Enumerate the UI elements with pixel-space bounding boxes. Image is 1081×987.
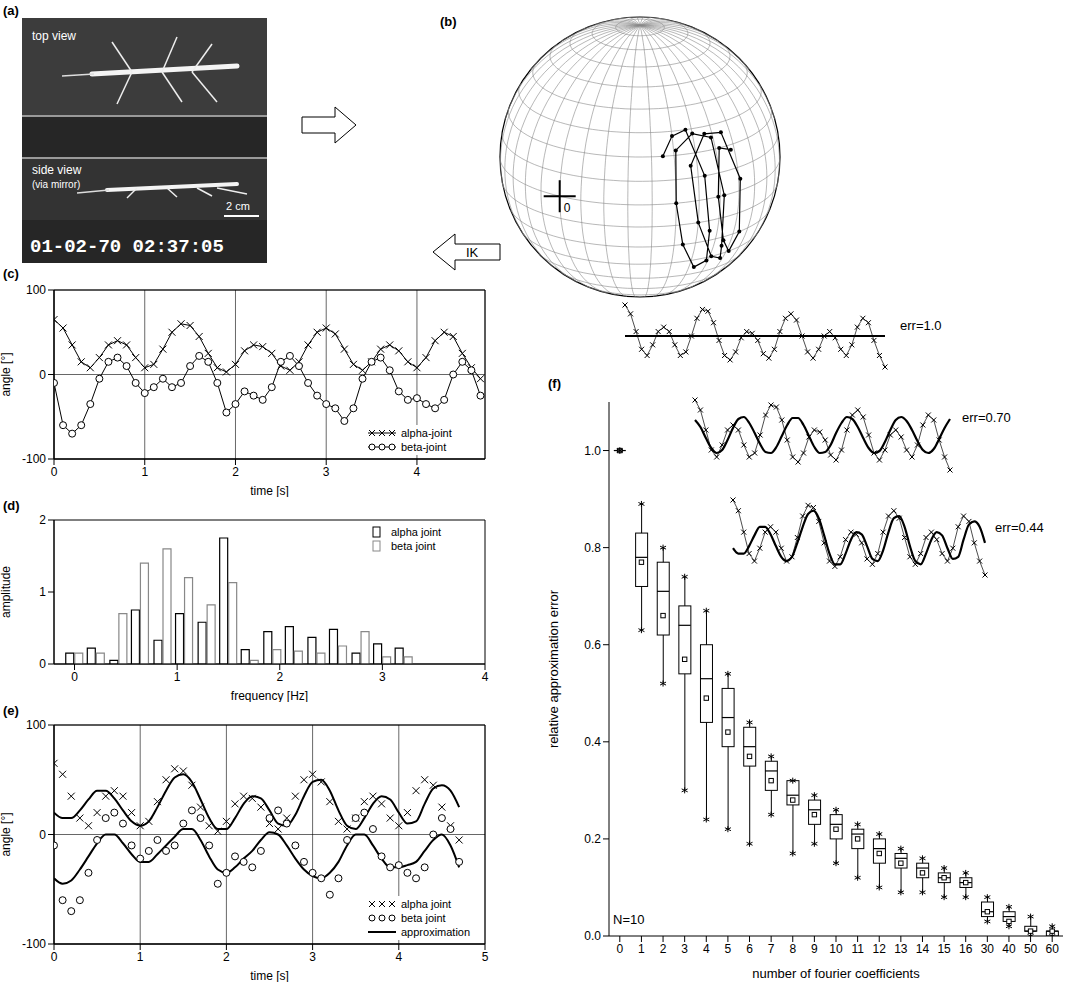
svg-text:0: 0 (39, 368, 46, 382)
svg-text:0.4: 0.4 (584, 735, 601, 749)
html-text:beta joint: beta joint (391, 540, 436, 552)
svg-text:0: 0 (51, 465, 58, 479)
svg-text:01-02-70 02:37:05: 01-02-70 02:37:05 (30, 236, 224, 258)
svg-text:15: 15 (937, 942, 951, 956)
svg-text:5: 5 (725, 942, 732, 956)
svg-text:0: 0 (71, 670, 78, 684)
svg-text:0: 0 (39, 657, 46, 671)
html-text:(c): (c) (3, 266, 19, 281)
html-text:(f): (f) (548, 376, 561, 391)
svg-text:3: 3 (323, 465, 330, 479)
svg-text:2: 2 (223, 950, 230, 964)
svg-text:4: 4 (703, 942, 710, 956)
svg-text:(via mirror): (via mirror) (32, 179, 80, 190)
html-text:alpha joint: alpha joint (391, 526, 442, 538)
html-text:(d): (d) (3, 498, 20, 513)
svg-text:2: 2 (660, 942, 667, 956)
svg-text:time [s]: time [s] (250, 484, 289, 497)
svg-text:60: 60 (1046, 942, 1060, 956)
html-text:err=1.0: err=1.0 (900, 318, 942, 333)
svg-text:amplitude: amplitude (0, 566, 13, 618)
svg-text:side view: side view (32, 163, 82, 177)
html-text:N=10: N=10 (613, 912, 645, 927)
svg-text:2: 2 (39, 513, 46, 527)
svg-text:3: 3 (379, 670, 386, 684)
html-text:approximation: approximation (401, 926, 471, 938)
svg-text:13: 13 (894, 942, 908, 956)
svg-text:0: 0 (39, 828, 46, 842)
svg-text:-100: -100 (22, 937, 46, 951)
svg-text:0.2: 0.2 (584, 832, 601, 846)
html-text:(b): (b) (440, 14, 457, 29)
svg-text:3: 3 (309, 950, 316, 964)
svg-text:100: 100 (26, 283, 46, 297)
svg-text:number of fourier coefficients: number of fourier coefficients (752, 966, 920, 981)
svg-text:2 cm: 2 cm (226, 200, 250, 212)
svg-text:7: 7 (768, 942, 775, 956)
svg-text:14: 14 (916, 942, 930, 956)
svg-text:1: 1 (141, 465, 148, 479)
svg-text:6: 6 (746, 942, 753, 956)
html-text:(a): (a) (3, 3, 19, 18)
svg-text:angle [°]: angle [°] (0, 352, 13, 396)
svg-text:4: 4 (414, 465, 421, 479)
html-text:err=0.70: err=0.70 (962, 410, 1011, 425)
svg-text:-100: -100 (22, 452, 46, 466)
svg-text:1: 1 (39, 585, 46, 599)
svg-text:4: 4 (482, 670, 489, 684)
svg-text:1: 1 (174, 670, 181, 684)
svg-text:0: 0 (564, 201, 571, 215)
svg-text:40: 40 (1002, 942, 1016, 956)
svg-text:1: 1 (638, 942, 645, 956)
html-text:alpha-joint: alpha-joint (401, 427, 452, 439)
svg-text:10: 10 (829, 942, 843, 956)
svg-text:IK: IK (466, 245, 479, 260)
svg-text:100: 100 (26, 718, 46, 732)
svg-text:11: 11 (851, 942, 864, 956)
svg-text:1: 1 (137, 950, 144, 964)
svg-text:0: 0 (616, 942, 623, 956)
svg-text:time [s]: time [s] (250, 969, 289, 982)
svg-text:0.0: 0.0 (584, 929, 601, 943)
svg-text:9: 9 (811, 942, 818, 956)
svg-text:8: 8 (789, 942, 796, 956)
html-text:err=0.44: err=0.44 (995, 520, 1044, 535)
html-text:(e): (e) (3, 703, 19, 718)
svg-text:4: 4 (395, 950, 402, 964)
svg-text:5: 5 (482, 950, 489, 964)
svg-text:0.8: 0.8 (584, 541, 601, 555)
svg-text:2: 2 (276, 670, 283, 684)
svg-text:16: 16 (959, 942, 973, 956)
svg-text:50: 50 (1024, 942, 1038, 956)
svg-text:angle [°]: angle [°] (0, 812, 13, 856)
svg-text:relative approximation error: relative approximation error (546, 589, 561, 748)
svg-text:2: 2 (232, 465, 239, 479)
html-text:beta-joint: beta-joint (401, 441, 447, 453)
html-text:beta joint: beta joint (401, 912, 446, 924)
svg-text:1.0: 1.0 (584, 444, 601, 458)
html-text:alpha joint: alpha joint (401, 898, 452, 910)
svg-text:0: 0 (51, 950, 58, 964)
svg-text:0.6: 0.6 (584, 638, 601, 652)
svg-text:frequency [Hz]: frequency [Hz] (231, 689, 308, 702)
svg-text:3: 3 (681, 942, 688, 956)
svg-text:top view: top view (32, 29, 76, 43)
svg-text:30: 30 (981, 942, 995, 956)
svg-text:12: 12 (873, 942, 887, 956)
